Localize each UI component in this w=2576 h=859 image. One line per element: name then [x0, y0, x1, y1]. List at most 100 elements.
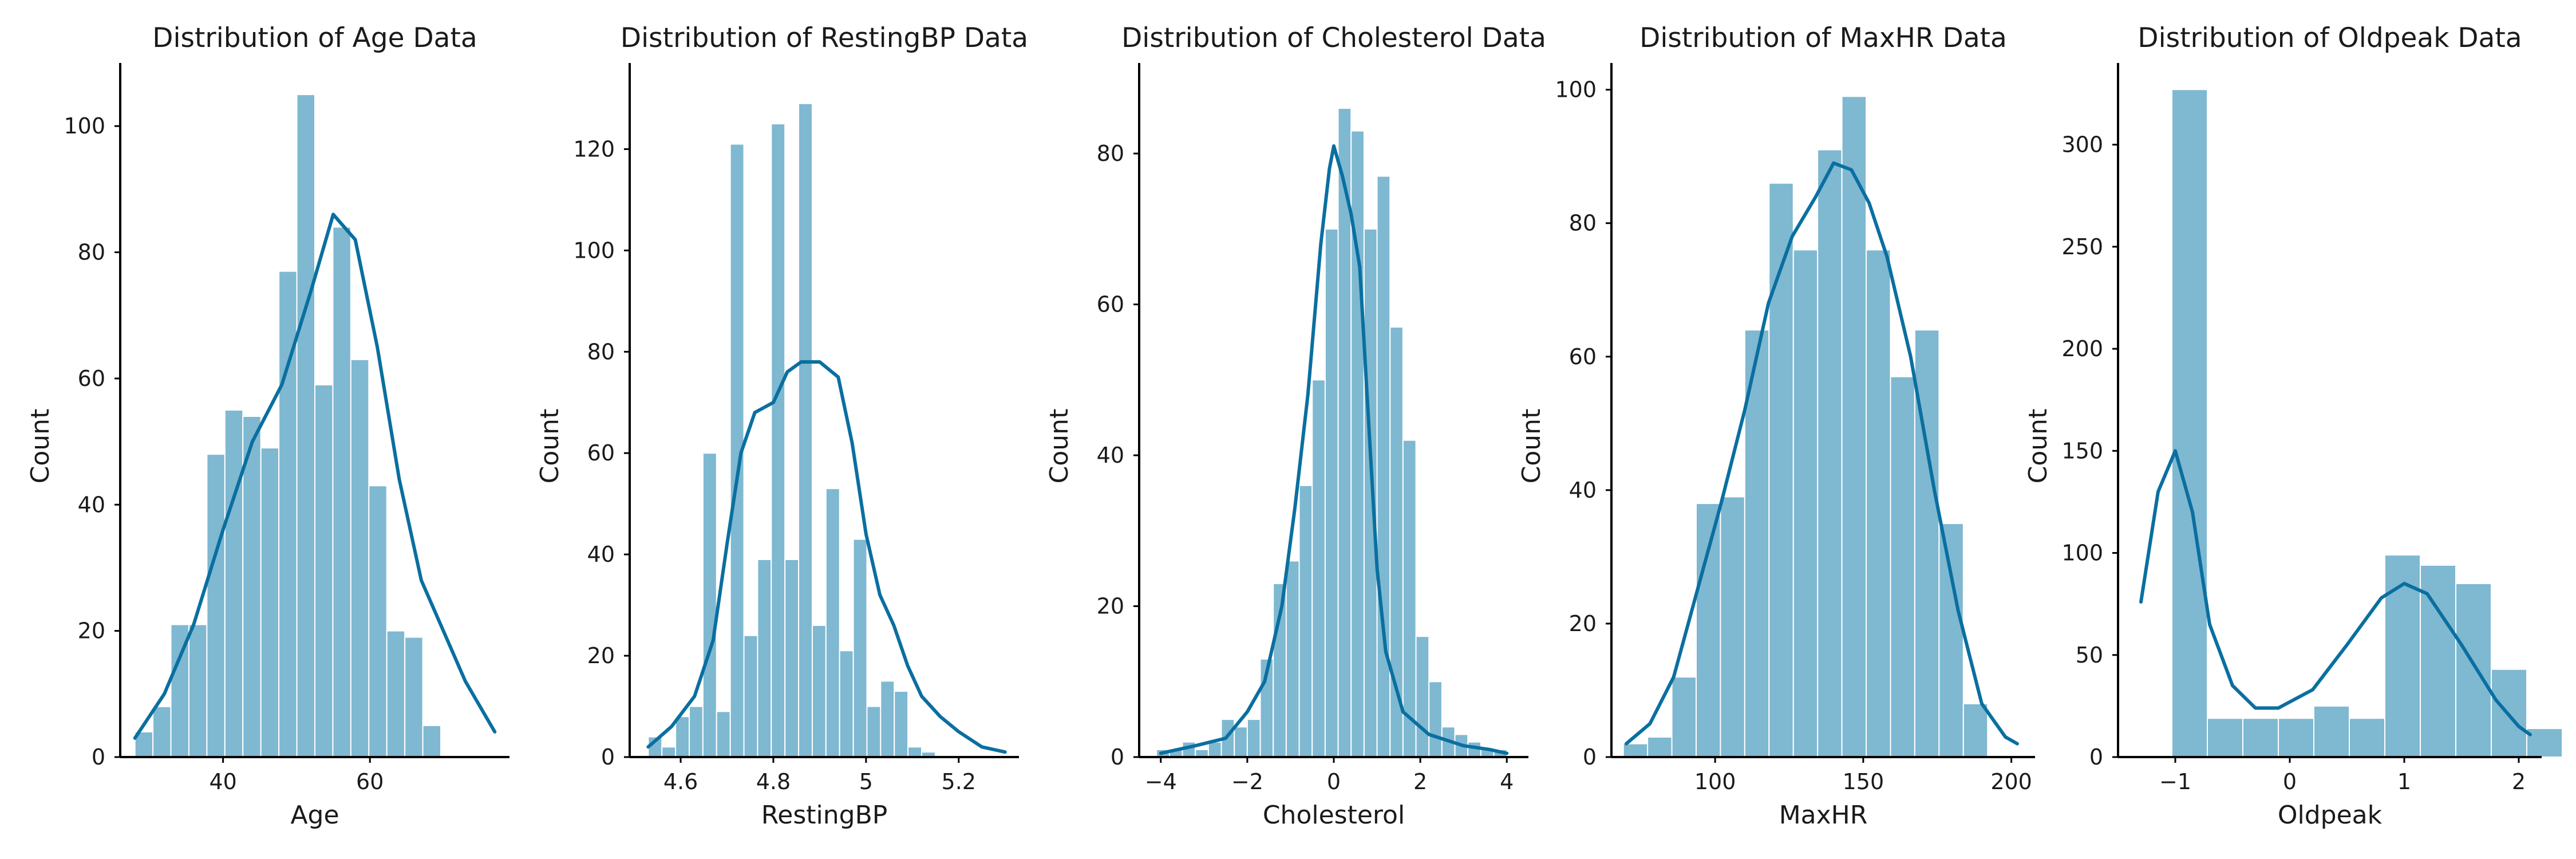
x-axis-label: Oldpeak: [2278, 801, 2383, 830]
y-tick-label: 60: [587, 440, 615, 466]
chart-title: Distribution of Oldpeak Data: [2138, 22, 2522, 54]
histogram-bar: [2455, 583, 2492, 758]
y-tick-label: 0: [92, 744, 105, 770]
x-tick-label: −4: [1145, 769, 1177, 794]
histogram-bar: [188, 624, 208, 758]
y-tick-label: 0: [601, 744, 615, 770]
histogram-bar: [1866, 249, 1891, 758]
histogram-bar: [1415, 636, 1430, 758]
y-axis-label: Count: [1517, 409, 1546, 484]
histogram-bar: [314, 384, 334, 758]
histogram-bar: [1376, 175, 1391, 758]
y-tick-label: 100: [1555, 77, 1597, 103]
histogram-bar: [675, 716, 690, 758]
histogram-bar: [1298, 484, 1313, 758]
histogram-bar: [1363, 228, 1378, 758]
y-tick-label: 20: [78, 618, 105, 644]
kde-curve: [2139, 449, 2532, 736]
histogram-bar: [2349, 718, 2385, 758]
histogram-bar: [907, 746, 922, 758]
histogram-bar: [422, 724, 442, 758]
x-axis-label: Cholesterol: [1263, 801, 1405, 830]
x-tick-label: −2: [1231, 769, 1263, 794]
y-tick-label: 50: [2076, 643, 2103, 668]
histogram-bar: [880, 680, 895, 758]
y-axis-label: Count: [535, 409, 564, 484]
chart-panel-3: 0 20 40 60 80 −4 −2 0 2 4 Distribution of Choleste…: [1045, 22, 1546, 830]
histogram-bar: [1962, 703, 1989, 758]
histogram-bar: [1246, 719, 1261, 758]
y-tick-label: 100: [2061, 541, 2103, 566]
histogram-bar: [2207, 718, 2243, 758]
y-tick-label: 80: [1569, 211, 1597, 236]
y-tick-label: 20: [1097, 594, 1124, 619]
histogram-bar: [798, 103, 813, 758]
chart-panel-1: 0 20 40 60 80 100 40 60 Distribution of Age Data…: [26, 22, 509, 830]
histogram-bar: [1234, 726, 1248, 758]
histogram-bar: [1792, 249, 1819, 758]
histogram-bar: [404, 636, 424, 758]
histogram-bar: [2526, 728, 2563, 758]
chart-panel-2: 0 20 40 60 80 100 120 4.6 4.8 5 5.2 Distribution of…: [535, 22, 1028, 830]
x-tick-label: 150: [1843, 769, 1884, 794]
x-tick-label: −1: [2159, 769, 2191, 794]
y-tick-label: 80: [587, 339, 615, 364]
histogram-bar: [1938, 523, 1964, 758]
histogram-bar: [224, 409, 244, 758]
histogram-bar: [702, 452, 717, 758]
histogram-bar: [1207, 741, 1222, 758]
histogram-bar: [1720, 496, 1745, 758]
histogram-bar: [1890, 376, 1915, 758]
histogram-bar: [296, 94, 316, 758]
x-tick-label: 5: [859, 769, 873, 794]
y-tick-label: 100: [64, 113, 105, 139]
histogram-bar: [1841, 96, 1867, 758]
histogram-bar: [260, 447, 280, 758]
y-tick-label: 40: [587, 542, 615, 567]
y-axis-label: Count: [26, 409, 55, 484]
x-tick-label: 4: [1500, 769, 1514, 794]
y-axis-label: Count: [2024, 409, 2053, 484]
chart-title: Distribution of RestingBP Data: [621, 22, 1028, 54]
x-axis-label: Age: [290, 801, 339, 830]
y-tick-label: 120: [573, 136, 615, 161]
histogram-bar: [2242, 718, 2279, 758]
histogram-bar: [894, 690, 909, 758]
histogram-bar: [852, 538, 868, 758]
histogram-bar: [1324, 228, 1339, 758]
histogram-bar: [689, 706, 704, 758]
x-tick-label: 4.8: [756, 769, 791, 794]
y-tick-label: 20: [587, 643, 615, 668]
histogram-bar: [1744, 329, 1770, 758]
y-tick-label: 20: [1569, 611, 1597, 636]
histogram-bar: [1696, 503, 1721, 758]
histogram-bar: [743, 635, 758, 758]
x-tick-label: 200: [1990, 769, 2032, 794]
y-tick-label: 80: [1097, 141, 1124, 166]
histogram-bar: [1285, 560, 1300, 758]
x-tick-label: 100: [1694, 769, 1736, 794]
y-tick-label: 250: [2061, 234, 2103, 259]
histogram-bar: [1817, 149, 1843, 758]
histogram-bar: [784, 558, 800, 758]
histogram-bar: [811, 624, 827, 758]
kde-curve: [1624, 161, 2019, 746]
histogram-bar: [1402, 439, 1417, 758]
y-tick-label: 40: [1097, 443, 1124, 468]
x-tick-label: 60: [356, 769, 384, 794]
histogram-bar: [1622, 743, 1649, 758]
histogram-bar: [1768, 182, 1794, 758]
histogram-bar: [839, 650, 854, 758]
chart-panel-5: 0 50 100 150 200 250 300 −1 0 1 2 Distribution of O…: [2024, 22, 2563, 830]
x-tick-label: 5.2: [942, 769, 976, 794]
histogram-bar: [350, 358, 370, 758]
y-tick-label: 0: [1111, 744, 1124, 770]
histogram-bar: [1428, 681, 1443, 758]
histogram-bar: [368, 485, 388, 758]
histogram-bar: [716, 711, 731, 758]
chart-title: Distribution of Age Data: [152, 22, 477, 54]
y-tick-label: 80: [78, 240, 105, 265]
x-tick-label: 2: [1413, 769, 1427, 794]
chart-title: Distribution of MaxHR Data: [1639, 22, 2007, 54]
y-tick-label: 200: [2061, 336, 2103, 361]
